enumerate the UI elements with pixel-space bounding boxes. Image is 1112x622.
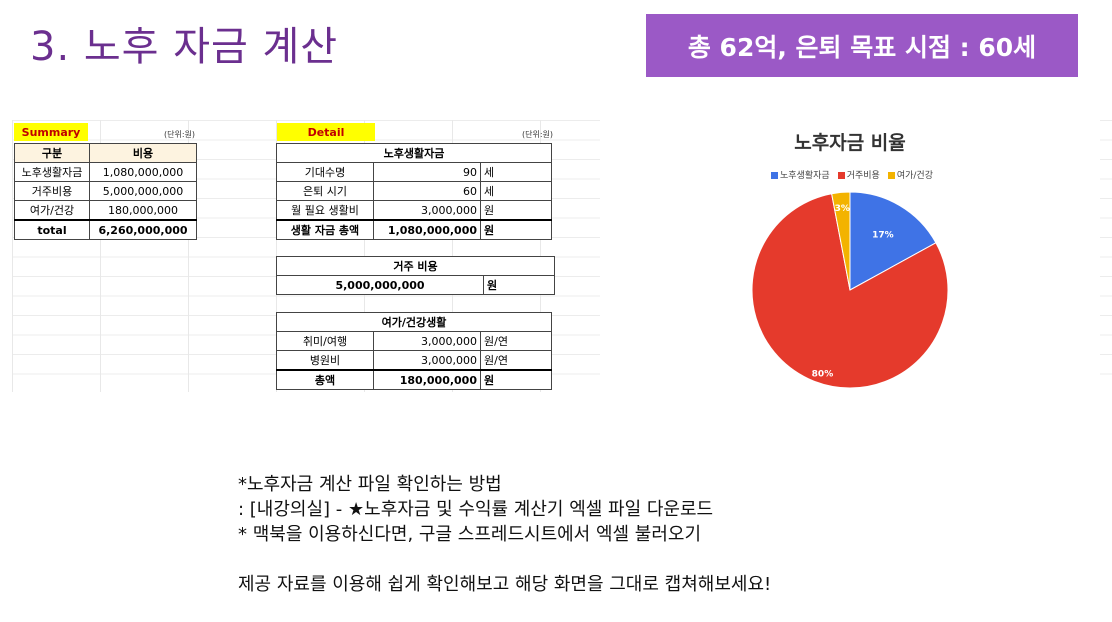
pie-label: 80% xyxy=(812,370,834,380)
living-total-unit: 원 xyxy=(480,219,552,240)
pie-chart: 17% 80% 3% xyxy=(751,191,949,389)
leisure-row-unit: 원/연 xyxy=(480,331,552,351)
page-title: 3. 노후 자금 계산 xyxy=(30,24,339,70)
housing-unit: 원 xyxy=(483,275,555,295)
leisure-row: 취미/여행 3,000,000 원/연 xyxy=(276,331,552,351)
summary-row: 여가/건강 180,000,000 xyxy=(14,200,197,221)
chart-title: 노후자금 비율 xyxy=(794,132,906,154)
summary-total-row: total 6,260,000,000 xyxy=(14,219,197,240)
note-line: *노후자금 계산 파일 확인하는 방법 xyxy=(238,474,502,495)
living-row-value: 90 xyxy=(373,162,481,182)
summary-header-category: 구분 xyxy=(14,143,90,163)
summary-row-name: 노후생활자금 xyxy=(14,162,90,182)
living-table: 노후생활자금 기대수명 90 세 은퇴 시기 60 세 월 필요 생활비 3,0… xyxy=(276,143,552,240)
pie-label: 3% xyxy=(835,204,850,214)
pie-slice xyxy=(831,191,851,291)
chart-legend: 노후생활자금 거주비용 여가/건강 xyxy=(740,168,964,181)
living-row-name: 기대수명 xyxy=(276,162,374,182)
note-spacer xyxy=(238,547,771,572)
legend-item: 노후생활자금 xyxy=(771,168,830,181)
leisure-total-name: 총액 xyxy=(276,369,374,390)
living-row-unit: 원 xyxy=(480,200,552,221)
living-row-value: 60 xyxy=(373,181,481,201)
living-total-value: 1,080,000,000 xyxy=(373,219,481,240)
legend-swatch xyxy=(771,172,779,179)
leisure-total-row: 총액 180,000,000 원 xyxy=(276,369,552,390)
living-row: 월 필요 생활비 3,000,000 원 xyxy=(276,200,552,221)
living-row-unit: 세 xyxy=(480,181,552,201)
leisure-title: 여가/건강생활 xyxy=(276,312,552,332)
leisure-table: 여가/건강생활 취미/여행 3,000,000 원/연 병원비 3,000,00… xyxy=(276,312,552,390)
note-line: : [내강의실] - ★노후자금 및 수익률 계산기 엑셀 파일 다운로드 xyxy=(238,499,714,520)
summary-row: 노후생활자금 1,080,000,000 xyxy=(14,162,197,182)
summary-total-name: total xyxy=(14,219,90,240)
summary-table: 구분 비용 노후생활자금 1,080,000,000 거주비용 5,000,00… xyxy=(14,143,197,240)
summary-header-cost: 비용 xyxy=(89,143,197,163)
summary-unit: (단위:원) xyxy=(164,130,196,139)
housing-title: 거주 비용 xyxy=(276,256,555,276)
living-total-row: 생활 자금 총액 1,080,000,000 원 xyxy=(276,219,552,240)
summary-row-value: 5,000,000,000 xyxy=(89,181,197,201)
summary-label: Summary xyxy=(14,123,88,141)
instructions: *노후자금 계산 파일 확인하는 방법 : [내강의실] - ★노후자금 및 수… xyxy=(238,472,771,597)
detail-unit: (단위:원) xyxy=(522,130,554,139)
pie-label: 17% xyxy=(872,230,894,240)
leisure-row-value: 3,000,000 xyxy=(373,350,481,371)
legend-swatch xyxy=(837,172,845,179)
living-row-unit: 세 xyxy=(480,162,552,182)
leisure-row-name: 취미/여행 xyxy=(276,331,374,351)
legend-swatch xyxy=(887,172,895,179)
living-title: 노후생활자금 xyxy=(276,143,552,163)
legend-item: 거주비용 xyxy=(837,168,880,181)
housing-table: 거주 비용 5,000,000,000 원 xyxy=(276,256,555,295)
living-row: 은퇴 시기 60 세 xyxy=(276,181,552,201)
leisure-row-name: 병원비 xyxy=(276,350,374,371)
living-row-name: 은퇴 시기 xyxy=(276,181,374,201)
living-row-name: 월 필요 생활비 xyxy=(276,200,374,221)
pie-slice xyxy=(751,193,949,389)
legend-item: 여가/건강 xyxy=(887,168,933,181)
summary-row-name: 거주비용 xyxy=(14,181,90,201)
housing-value: 5,000,000,000 xyxy=(276,275,484,295)
summary-header-row: 구분 비용 xyxy=(14,143,197,163)
living-total-name: 생활 자금 총액 xyxy=(276,219,374,240)
note-line: * 맥북을 이용하신다면, 구글 스프레드시트에서 엑셀 불러오기 xyxy=(238,524,702,545)
leisure-total-value: 180,000,000 xyxy=(373,369,481,390)
spreadsheet-grid-right xyxy=(1100,120,1112,392)
leisure-row: 병원비 3,000,000 원/연 xyxy=(276,350,552,371)
pie-slice xyxy=(849,191,937,291)
leisure-total-unit: 원 xyxy=(480,369,552,390)
leisure-row-unit: 원/연 xyxy=(480,350,552,371)
summary-row-value: 1,080,000,000 xyxy=(89,162,197,182)
living-row: 기대수명 90 세 xyxy=(276,162,552,182)
leisure-row-value: 3,000,000 xyxy=(373,331,481,351)
legend-label: 거주비용 xyxy=(846,171,880,181)
living-row-value: 3,000,000 xyxy=(373,200,481,221)
summary-row-value: 180,000,000 xyxy=(89,200,197,221)
note-line: 제공 자료를 이용해 쉽게 확인해보고 해당 화면을 그대로 캡쳐해보세요! xyxy=(238,574,772,595)
summary-total-value: 6,260,000,000 xyxy=(89,219,197,240)
summary-row: 거주비용 5,000,000,000 xyxy=(14,181,197,201)
summary-row-name: 여가/건강 xyxy=(14,200,90,221)
detail-label: Detail xyxy=(277,123,375,141)
legend-label: 노후생활자금 xyxy=(780,171,830,181)
legend-label: 여가/건강 xyxy=(896,171,933,181)
goal-badge: 총 62억, 은퇴 목표 시점 : 60세 xyxy=(646,14,1078,77)
